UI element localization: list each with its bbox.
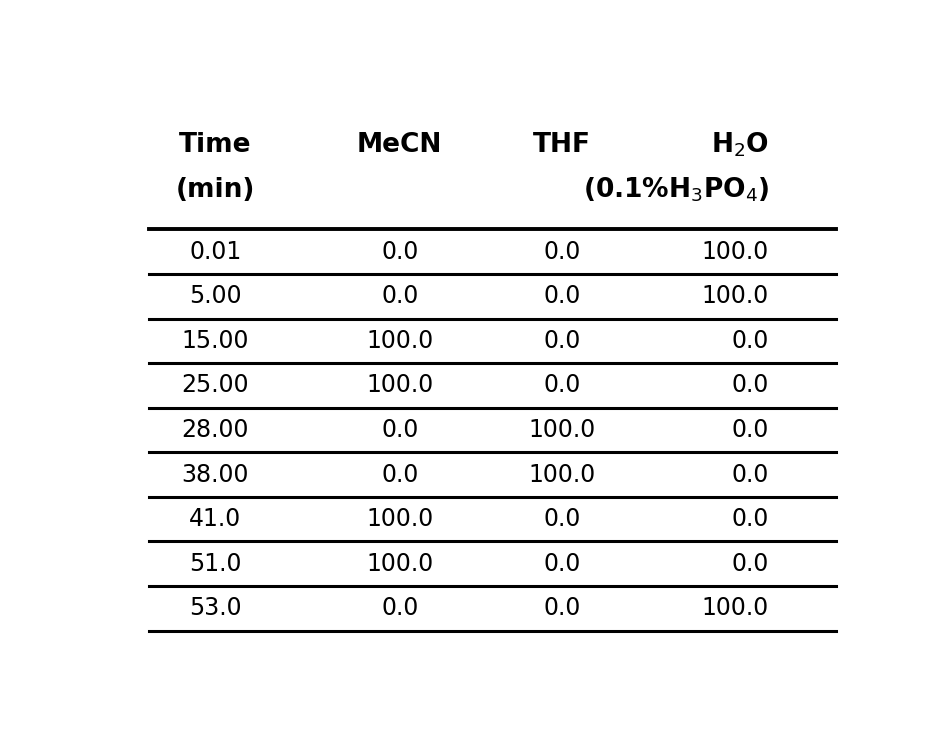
Text: 100.0: 100.0	[366, 329, 433, 353]
Text: (0.1%H$_3$PO$_4$): (0.1%H$_3$PO$_4$)	[583, 175, 768, 204]
Text: 25.00: 25.00	[181, 374, 248, 397]
Text: 0.01: 0.01	[188, 240, 241, 264]
Text: 100.0: 100.0	[528, 462, 595, 487]
Text: 0.0: 0.0	[543, 552, 581, 575]
Text: 0.0: 0.0	[731, 418, 768, 442]
Text: 0.0: 0.0	[543, 507, 581, 531]
Text: Time: Time	[179, 131, 251, 158]
Text: 0.0: 0.0	[381, 240, 418, 264]
Text: H$_2$O: H$_2$O	[710, 131, 768, 159]
Text: 0.0: 0.0	[731, 507, 768, 531]
Text: 0.0: 0.0	[381, 462, 418, 487]
Text: 0.0: 0.0	[543, 240, 581, 264]
Text: 0.0: 0.0	[543, 329, 581, 353]
Text: 0.0: 0.0	[543, 596, 581, 620]
Text: 51.0: 51.0	[188, 552, 241, 575]
Text: 28.00: 28.00	[181, 418, 248, 442]
Text: (min): (min)	[175, 177, 254, 203]
Text: 5.00: 5.00	[188, 284, 241, 308]
Text: 100.0: 100.0	[366, 552, 433, 575]
Text: 100.0: 100.0	[366, 507, 433, 531]
Text: 0.0: 0.0	[731, 552, 768, 575]
Text: 0.0: 0.0	[731, 329, 768, 353]
Text: 0.0: 0.0	[381, 596, 418, 620]
Text: 0.0: 0.0	[731, 374, 768, 397]
Text: 100.0: 100.0	[366, 374, 433, 397]
Text: 100.0: 100.0	[701, 596, 768, 620]
Text: 100.0: 100.0	[701, 284, 768, 308]
Text: 0.0: 0.0	[543, 374, 581, 397]
Text: 100.0: 100.0	[528, 418, 595, 442]
Text: 41.0: 41.0	[188, 507, 241, 531]
Text: THF: THF	[533, 131, 590, 158]
Text: 38.00: 38.00	[181, 462, 248, 487]
Text: 0.0: 0.0	[731, 462, 768, 487]
Text: 53.0: 53.0	[188, 596, 241, 620]
Text: MeCN: MeCN	[357, 131, 442, 158]
Text: 0.0: 0.0	[543, 284, 581, 308]
Text: 0.0: 0.0	[381, 284, 418, 308]
Text: 100.0: 100.0	[701, 240, 768, 264]
Text: 15.00: 15.00	[181, 329, 248, 353]
Text: 0.0: 0.0	[381, 418, 418, 442]
